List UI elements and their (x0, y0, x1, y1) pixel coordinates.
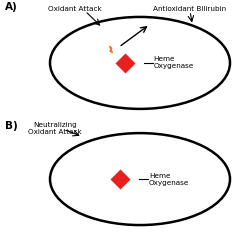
Text: Heme
Oxygenase: Heme Oxygenase (149, 173, 189, 186)
Text: B): B) (5, 121, 18, 131)
Polygon shape (110, 46, 112, 53)
Text: Oxidant Attack: Oxidant Attack (48, 6, 102, 12)
Text: Heme
Oxygenase: Heme Oxygenase (154, 56, 194, 69)
Text: Antioxidant Bilirubin: Antioxidant Bilirubin (154, 6, 226, 12)
Text: A): A) (5, 2, 18, 12)
Text: Neutralizing
Oxidant Attack: Neutralizing Oxidant Attack (28, 122, 82, 135)
